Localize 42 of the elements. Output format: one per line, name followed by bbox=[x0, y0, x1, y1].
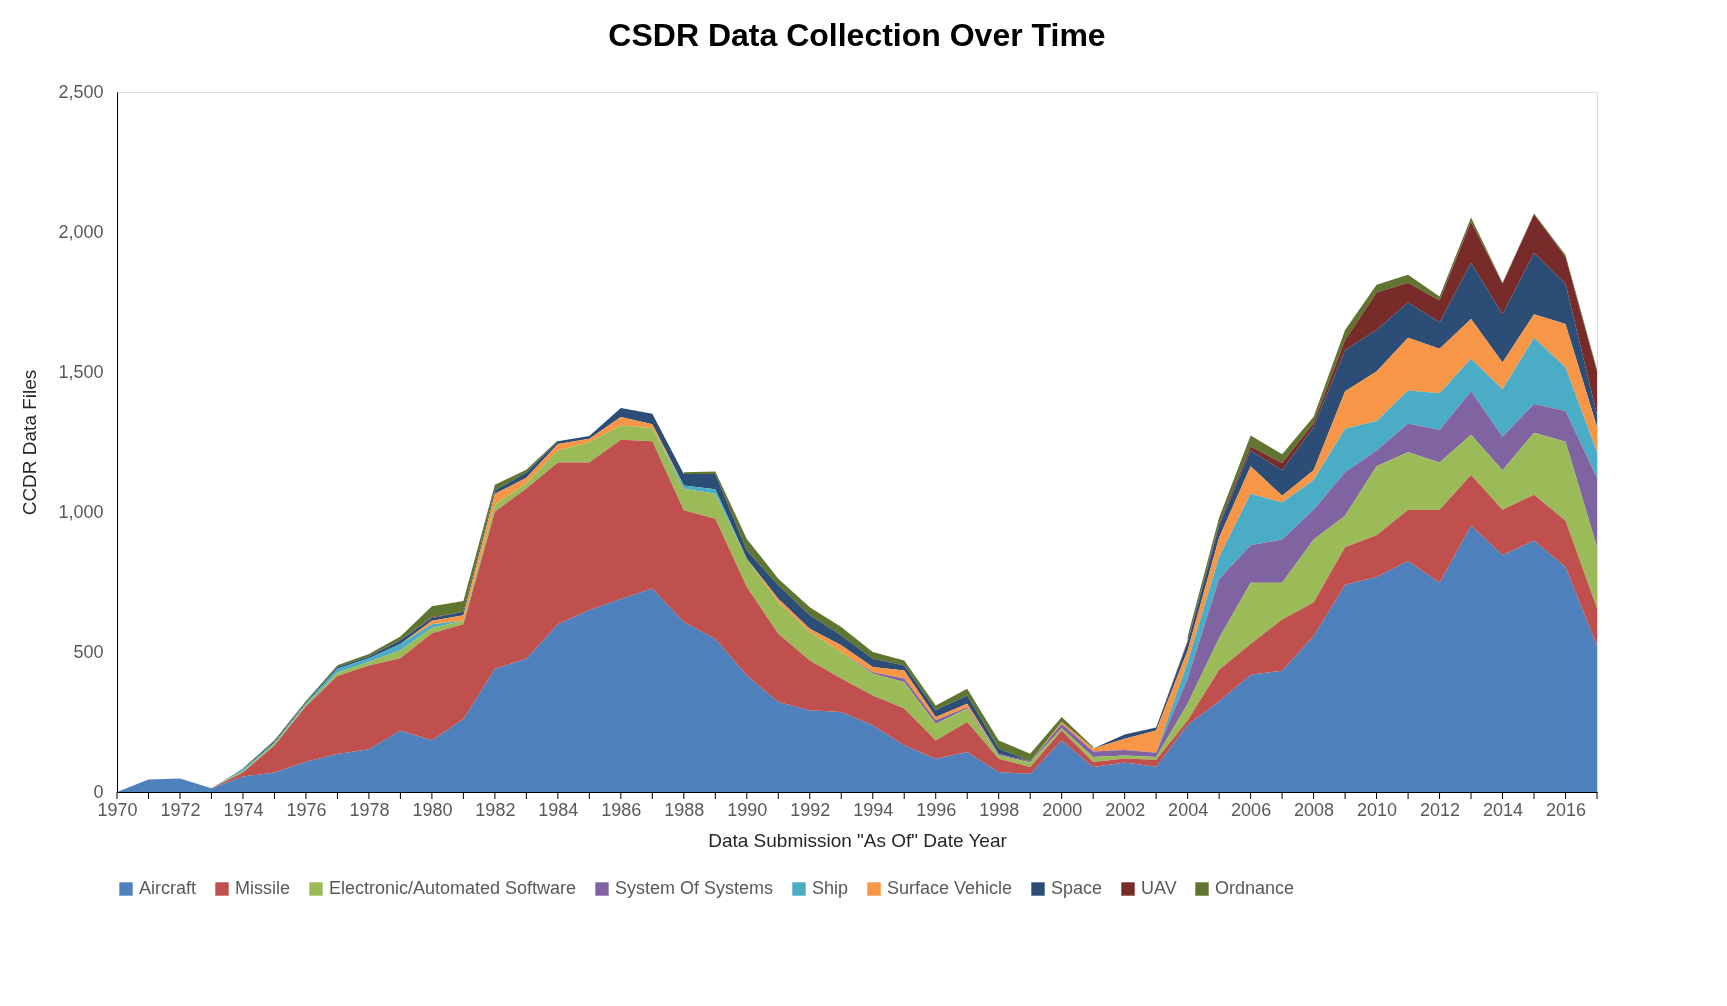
legend-label: Ordnance bbox=[1215, 878, 1295, 898]
legend-label: System Of Systems bbox=[615, 878, 774, 898]
x-tick-label: 2002 bbox=[1105, 799, 1146, 820]
x-tick-label: 1978 bbox=[349, 799, 390, 820]
x-tick-label: 1970 bbox=[97, 799, 138, 820]
x-tick-label: 2010 bbox=[1357, 799, 1398, 820]
y-tick-label: 2,000 bbox=[58, 221, 104, 242]
x-tick-label: 1996 bbox=[916, 799, 957, 820]
x-tick-label: 1988 bbox=[664, 799, 705, 820]
x-tick-label: 1986 bbox=[601, 799, 642, 820]
x-axis-title: Data Submission "As Of" Date Year bbox=[708, 829, 1008, 851]
x-tick-label: 2006 bbox=[1231, 799, 1272, 820]
x-tick-label: 1998 bbox=[979, 799, 1020, 820]
x-tick-label: 1984 bbox=[538, 799, 579, 820]
y-tick-label: 2,500 bbox=[58, 81, 104, 102]
x-tick-label: 2000 bbox=[1042, 799, 1083, 820]
legend-label: Surface Vehicle bbox=[887, 878, 1013, 898]
x-tick-label: 1976 bbox=[286, 799, 327, 820]
x-tick-label: 1990 bbox=[727, 799, 768, 820]
legend-label: Ship bbox=[812, 878, 849, 898]
x-tick-label: 1972 bbox=[160, 799, 201, 820]
legend-label: Missile bbox=[235, 878, 291, 898]
x-tick-label: 1982 bbox=[475, 799, 516, 820]
x-tick-label: 2008 bbox=[1294, 799, 1335, 820]
x-tick-label: 1994 bbox=[853, 799, 894, 820]
y-tick-label: 0 bbox=[93, 781, 104, 802]
y-tick-label: 1,000 bbox=[58, 501, 104, 522]
chart-title: CSDR Data Collection Over Time bbox=[608, 17, 1106, 53]
legend-label: Electronic/Automated Software bbox=[329, 878, 577, 898]
x-tick-label: 1980 bbox=[412, 799, 453, 820]
y-tick-label: 500 bbox=[73, 641, 104, 662]
x-tick-label: 2014 bbox=[1483, 799, 1524, 820]
y-axis-title: CCDR Data Files bbox=[19, 369, 41, 516]
x-tick-label: 2016 bbox=[1545, 799, 1587, 820]
legend-label: Space bbox=[1051, 878, 1103, 898]
legend-label: Aircraft bbox=[139, 878, 197, 898]
x-tick-label: 2012 bbox=[1420, 799, 1461, 820]
legend-label: UAV bbox=[1141, 878, 1177, 898]
x-tick-label: 1992 bbox=[790, 799, 831, 820]
y-tick-label: 1,500 bbox=[58, 361, 104, 382]
x-tick-label: 1974 bbox=[223, 799, 264, 820]
x-tick-label: 2004 bbox=[1168, 799, 1209, 820]
